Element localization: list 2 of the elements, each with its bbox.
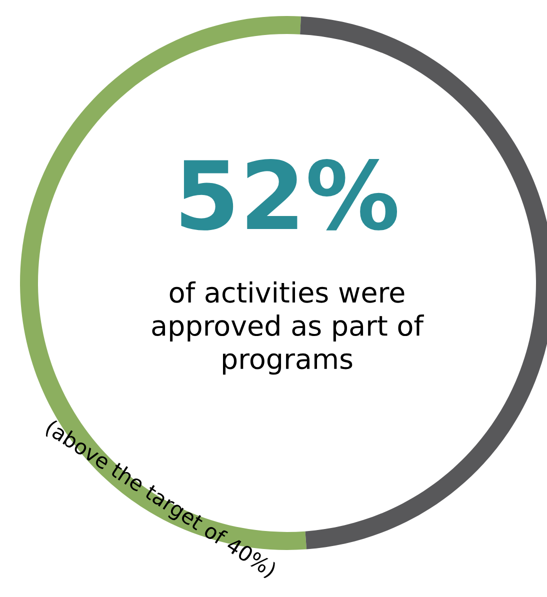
data-label: 52% bbox=[181, 158, 398, 230]
text: of activities were approved as part of programs bbox=[152, 281, 424, 375]
